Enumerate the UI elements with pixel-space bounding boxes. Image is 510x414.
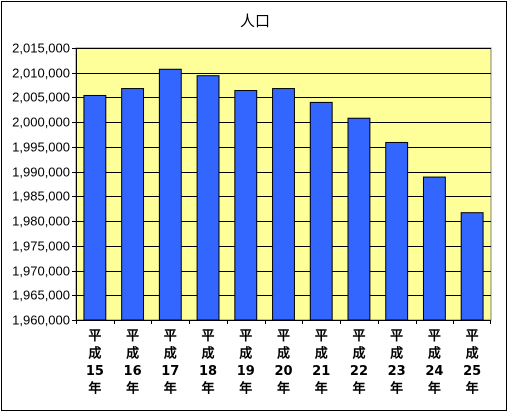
x-tick-label: 平: [88, 329, 101, 344]
bar: [309, 101, 333, 321]
x-tick-label: 平: [202, 329, 215, 344]
x-tick-label: 19: [237, 364, 255, 379]
bar: [158, 68, 182, 321]
x-tick-label: 平: [126, 329, 139, 344]
y-tick-label: 1,970,000: [12, 264, 70, 279]
x-tick-label: 平: [315, 329, 328, 344]
x-tick-label: 22: [350, 364, 368, 379]
chart-title: 人口: [239, 12, 270, 30]
x-tick-label: 成: [88, 346, 101, 362]
bar: [121, 88, 145, 321]
x-tick-label: 平: [428, 329, 441, 344]
x-tick-label: 23: [388, 364, 406, 379]
x-tick-label: 成: [239, 346, 252, 362]
x-tick-label: 平: [277, 329, 290, 344]
x-tick-label: 年: [88, 381, 101, 397]
x-tick-label: 17: [161, 364, 179, 379]
y-tick-label: 1,985,000: [12, 189, 70, 204]
x-tick-label: 成: [202, 346, 215, 362]
y-tick-label: 2,000,000: [12, 115, 70, 130]
bar: [196, 75, 220, 321]
x-tick-label: 成: [277, 346, 290, 362]
x-tick-label: 年: [390, 381, 403, 397]
bar: [385, 141, 409, 321]
x-tick-label: 平: [466, 329, 479, 344]
x-tick-label: 成: [352, 346, 365, 362]
x-tick-label: 年: [315, 381, 328, 397]
x-tick-label: 16: [124, 364, 142, 379]
x-tick-label: 平: [390, 329, 403, 344]
bar: [347, 117, 371, 321]
x-tick-label: 成: [466, 346, 479, 362]
x-tick-label: 20: [274, 364, 292, 379]
x-tick-label: 15: [86, 364, 104, 379]
y-tick-label: 1,980,000: [12, 214, 70, 229]
y-tick-label: 1,990,000: [12, 165, 70, 180]
x-tick-label: 年: [277, 381, 290, 397]
x-tick-label: 25: [463, 364, 481, 379]
y-tick-label: 2,005,000: [12, 90, 70, 105]
y-tick-label: 1,975,000: [12, 239, 70, 254]
x-tick-label: 成: [428, 346, 441, 362]
x-tick-label: 年: [202, 381, 215, 397]
x-tick-label: 年: [466, 381, 479, 397]
x-tick-label: 成: [315, 346, 328, 362]
bar: [83, 94, 107, 321]
x-tick-label: 年: [428, 381, 441, 397]
y-tick-label: 1,965,000: [12, 288, 70, 303]
x-tick-label: 成: [126, 346, 139, 362]
x-tick-label: 平: [352, 329, 365, 344]
bar: [422, 176, 446, 321]
bar: [272, 88, 295, 321]
x-tick-label: 年: [164, 381, 177, 397]
y-tick-label: 1,995,000: [12, 140, 70, 155]
x-tick-label: 年: [126, 381, 139, 397]
x-tick-label: 18: [199, 364, 217, 379]
x-tick-label: 平: [239, 329, 252, 344]
x-tick-label: 成: [164, 346, 177, 362]
x-tick-label: 年: [239, 381, 252, 397]
x-tick-label: 平: [164, 329, 177, 344]
x-tick-label: 24: [425, 364, 443, 379]
bar: [460, 212, 484, 321]
x-tick-label: 年: [352, 381, 365, 397]
x-tick-label: 21: [312, 364, 330, 379]
y-tick-label: 2,015,000: [12, 41, 70, 56]
y-tick-label: 1,960,000: [12, 313, 70, 328]
x-tick-label: 成: [390, 346, 403, 362]
bar: [234, 90, 258, 321]
y-tick-label: 2,010,000: [12, 66, 70, 81]
